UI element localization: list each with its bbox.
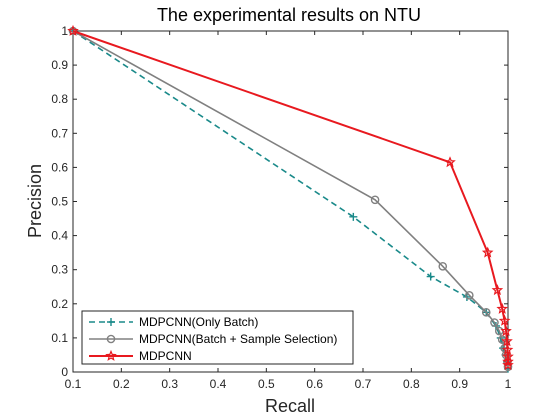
x-tick-label: 0.8: [403, 377, 420, 391]
x-tick-label: 1: [505, 377, 512, 391]
chart-title: The experimental results on NTU: [157, 5, 421, 25]
data-point-marker: [490, 318, 499, 327]
data-point-marker: [502, 355, 514, 367]
y-tick-label: 0.7: [51, 126, 68, 140]
data-point-marker: [500, 324, 512, 337]
data-point-marker: [438, 261, 448, 271]
y-tick-label: 0.6: [51, 160, 68, 174]
y-tick-label: 0.2: [51, 297, 68, 311]
series-line: [72, 30, 509, 369]
y-tick-label: 0.8: [51, 92, 68, 106]
x-tick-label: 0.3: [161, 377, 178, 391]
data-point-marker: [481, 246, 494, 258]
x-axis-title: Recall: [265, 396, 315, 416]
data-point-marker: [444, 156, 456, 168]
x-tick-label: 0.9: [451, 377, 468, 391]
x-tick-label: 0.7: [355, 377, 372, 391]
x-tick-label: 0.2: [113, 377, 130, 391]
legend-label: MDPCNN: [139, 349, 192, 363]
legend-label: MDPCNN(Only Batch): [139, 315, 258, 329]
x-tick-label: 0.1: [65, 377, 82, 391]
series-line: [72, 30, 509, 367]
y-tick-label: 0.1: [51, 331, 68, 345]
data-point-marker: [465, 290, 474, 300]
x-tick-label: 0.4: [210, 377, 227, 391]
data-point-marker: [462, 292, 471, 301]
data-point-marker: [426, 272, 435, 281]
legend-marker: [105, 349, 117, 361]
data-point-marker: [502, 359, 514, 371]
y-tick-label: 0: [61, 365, 68, 379]
y-tick-label: 0.3: [51, 263, 68, 277]
data-point-marker: [498, 314, 511, 326]
x-axis: 0.1 0.2 0.3 0.4 0.5 0.6 0.7 0.8 0.9 1: [65, 31, 512, 391]
x-tick-label: 0.5: [258, 377, 275, 391]
data-point-marker: [491, 284, 504, 296]
x-tick-label: 0.6: [306, 377, 323, 391]
y-axis-title: Precision: [25, 164, 45, 238]
legend-label: MDPCNN(Batch + Sample Selection): [139, 332, 337, 346]
series-layer: [67, 24, 514, 373]
legend-marker: [107, 318, 115, 326]
data-point-marker: [349, 212, 358, 221]
y-axis: 0 0.1 0.2 0.3 0.4 0.5 0.6 0.7 0.8 0.9 1: [51, 24, 508, 379]
data-point-marker: [67, 24, 79, 36]
legend: MDPCNN(Only Batch) MDPCNN(Batch + Sample …: [81, 310, 354, 365]
data-point-marker: [481, 308, 491, 317]
y-tick-label: 0.9: [51, 58, 68, 72]
legend-marker: [106, 334, 116, 344]
data-point-marker: [370, 195, 380, 205]
y-tick-label: 0.5: [51, 195, 68, 209]
y-tick-label: 1: [61, 24, 68, 38]
data-point-marker: [496, 302, 508, 314]
y-tick-label: 0.4: [51, 229, 68, 243]
series-2: [67, 24, 514, 371]
data-point-marker: [501, 335, 513, 347]
